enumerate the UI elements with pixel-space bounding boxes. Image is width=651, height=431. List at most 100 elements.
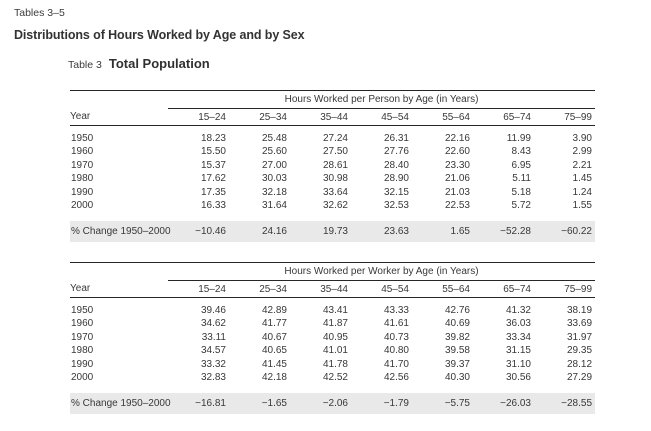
value-cell: 33.32 — [200, 358, 226, 370]
group-header-spacer — [70, 90, 168, 109]
page-eyebrow: Tables 3–5 — [14, 7, 65, 19]
year-cell: 1960 — [71, 318, 94, 330]
value-cell: 43.33 — [383, 305, 409, 316]
value-cell: 30.03 — [261, 173, 287, 185]
value-cell: 41.70 — [383, 358, 409, 370]
change-label-cell: % Change 1950–2000 — [70, 393, 171, 415]
value-cell: 8.43 — [511, 146, 531, 158]
table-row: 1980 17.62 30.03 30.98 28.90 21.06 5.11 … — [70, 172, 595, 185]
table-row: 1970 15.37 27.00 28.61 28.40 23.30 6.95 … — [70, 159, 595, 172]
value-cell: 42.56 — [383, 372, 409, 384]
year-cell: 1960 — [71, 146, 94, 158]
value-cell: 1.55 — [572, 200, 592, 212]
value-cell: 39.82 — [444, 331, 470, 343]
value-cell: 25.48 — [261, 133, 287, 144]
group-header-row: Hours Worked per Worker by Age (in Years… — [70, 262, 596, 281]
value-cell: 39.58 — [444, 345, 470, 357]
table-row: 1950 18.23 25.48 27.24 26.31 22.16 11.99… — [70, 126, 595, 146]
value-cell: 6.95 — [511, 159, 531, 171]
age-column-header: 35–44 — [290, 108, 351, 126]
value-cell: 22.16 — [444, 133, 470, 144]
change-value-cell: 1.65 — [412, 221, 473, 243]
table-row: 2000 32.83 42.18 42.52 42.56 40.30 30.56… — [70, 371, 595, 384]
value-cell: 27.24 — [322, 133, 348, 144]
value-cell: 18.23 — [200, 133, 226, 144]
value-cell: 31.15 — [505, 345, 531, 357]
value-cell: 11.99 — [506, 133, 531, 144]
value-cell: 34.62 — [200, 318, 226, 330]
value-cell: 36.03 — [505, 318, 531, 330]
year-cell: 1970 — [71, 159, 94, 171]
table-title: Total Population — [108, 56, 210, 71]
year-cell: 1990 — [71, 186, 94, 198]
value-cell: 41.78 — [322, 358, 348, 370]
value-cell: 42.18 — [261, 372, 287, 384]
value-cell: 34.57 — [200, 345, 226, 357]
table-row: 1960 15.50 25.60 27.50 27.76 22.60 8.43 … — [70, 145, 595, 158]
value-cell: 5.72 — [511, 200, 531, 212]
value-cell: 15.50 — [200, 146, 226, 158]
age-column-header: 45–54 — [351, 280, 412, 298]
year-cell: 2000 — [71, 372, 94, 384]
age-column-header: 15–24 — [168, 280, 229, 298]
value-cell: 41.87 — [322, 318, 348, 330]
value-cell: 40.30 — [444, 372, 470, 384]
value-cell: 1.45 — [572, 173, 592, 185]
age-column-header: 25–34 — [229, 108, 290, 126]
value-cell: 28.90 — [383, 173, 409, 185]
year-column-header: Year — [70, 280, 168, 298]
group-header: Hours Worked per Person by Age (in Years… — [168, 90, 595, 109]
value-cell: 43.41 — [322, 305, 348, 316]
age-column-header: 45–54 — [351, 108, 412, 126]
percent-change-row: % Change 1950–2000 −10.46 24.16 19.73 23… — [70, 221, 595, 243]
group-header-spacer — [70, 262, 168, 281]
change-value-cell: 23.63 — [351, 221, 412, 243]
value-cell: 38.19 — [567, 305, 593, 316]
change-value-cell: −10.46 — [168, 221, 229, 243]
value-cell: 27.50 — [322, 146, 348, 158]
value-cell: 33.34 — [505, 331, 531, 343]
age-column-header: 55–64 — [412, 280, 473, 298]
value-cell: 1.24 — [572, 186, 592, 198]
value-cell: 32.18 — [261, 186, 287, 198]
age-column-header: 35–44 — [290, 280, 351, 298]
value-cell: 40.73 — [383, 331, 409, 343]
value-cell: 23.30 — [444, 159, 470, 171]
change-value-cell: −52.28 — [473, 221, 534, 243]
value-cell: 28.40 — [383, 159, 409, 171]
value-cell: 40.80 — [383, 345, 409, 357]
year-cell: 1950 — [71, 305, 94, 316]
year-cell: 1980 — [71, 345, 94, 357]
value-cell: 29.35 — [567, 345, 593, 357]
value-cell: 33.11 — [201, 331, 226, 343]
table-row: 1970 33.11 40.67 40.95 40.73 39.82 33.34… — [70, 331, 595, 344]
percent-change-row: % Change 1950–2000 −16.81 −1.65 −2.06 −1… — [70, 393, 596, 415]
value-cell: 41.01 — [322, 345, 348, 357]
value-cell: 27.29 — [567, 372, 593, 384]
hours-per-person-section: Hours Worked per Person by Age (in Years… — [70, 90, 595, 243]
year-cell: 1980 — [71, 173, 94, 185]
value-cell: 32.53 — [383, 200, 409, 212]
value-cell: 42.89 — [261, 305, 287, 316]
value-cell: 40.65 — [261, 345, 287, 357]
table-row: 2000 16.33 31.64 32.62 32.53 22.53 5.72 … — [70, 199, 595, 212]
value-cell: 33.69 — [567, 318, 593, 330]
year-cell: 1970 — [71, 331, 94, 343]
change-value-cell: 24.16 — [229, 221, 290, 243]
value-cell: 27.00 — [261, 159, 287, 171]
year-cell: 1990 — [71, 358, 94, 370]
column-header-row: Year 15–24 25–34 35–44 45–54 55–64 65–74… — [70, 280, 596, 298]
table-caption: Table 3 Total Population — [68, 55, 210, 73]
value-cell: 32.15 — [383, 186, 409, 198]
age-column-header: 75–99 — [534, 108, 595, 126]
year-cell: 1950 — [71, 133, 94, 144]
value-cell: 32.62 — [322, 200, 348, 212]
value-cell: 31.97 — [567, 331, 593, 343]
value-cell: 21.03 — [444, 186, 470, 198]
value-cell: 5.18 — [511, 186, 531, 198]
value-cell: 31.64 — [261, 200, 287, 212]
change-label-cell: % Change 1950–2000 — [70, 221, 171, 243]
table-row: 1990 33.32 41.45 41.78 41.70 39.37 31.10… — [70, 358, 595, 371]
value-cell: 17.62 — [200, 173, 226, 185]
